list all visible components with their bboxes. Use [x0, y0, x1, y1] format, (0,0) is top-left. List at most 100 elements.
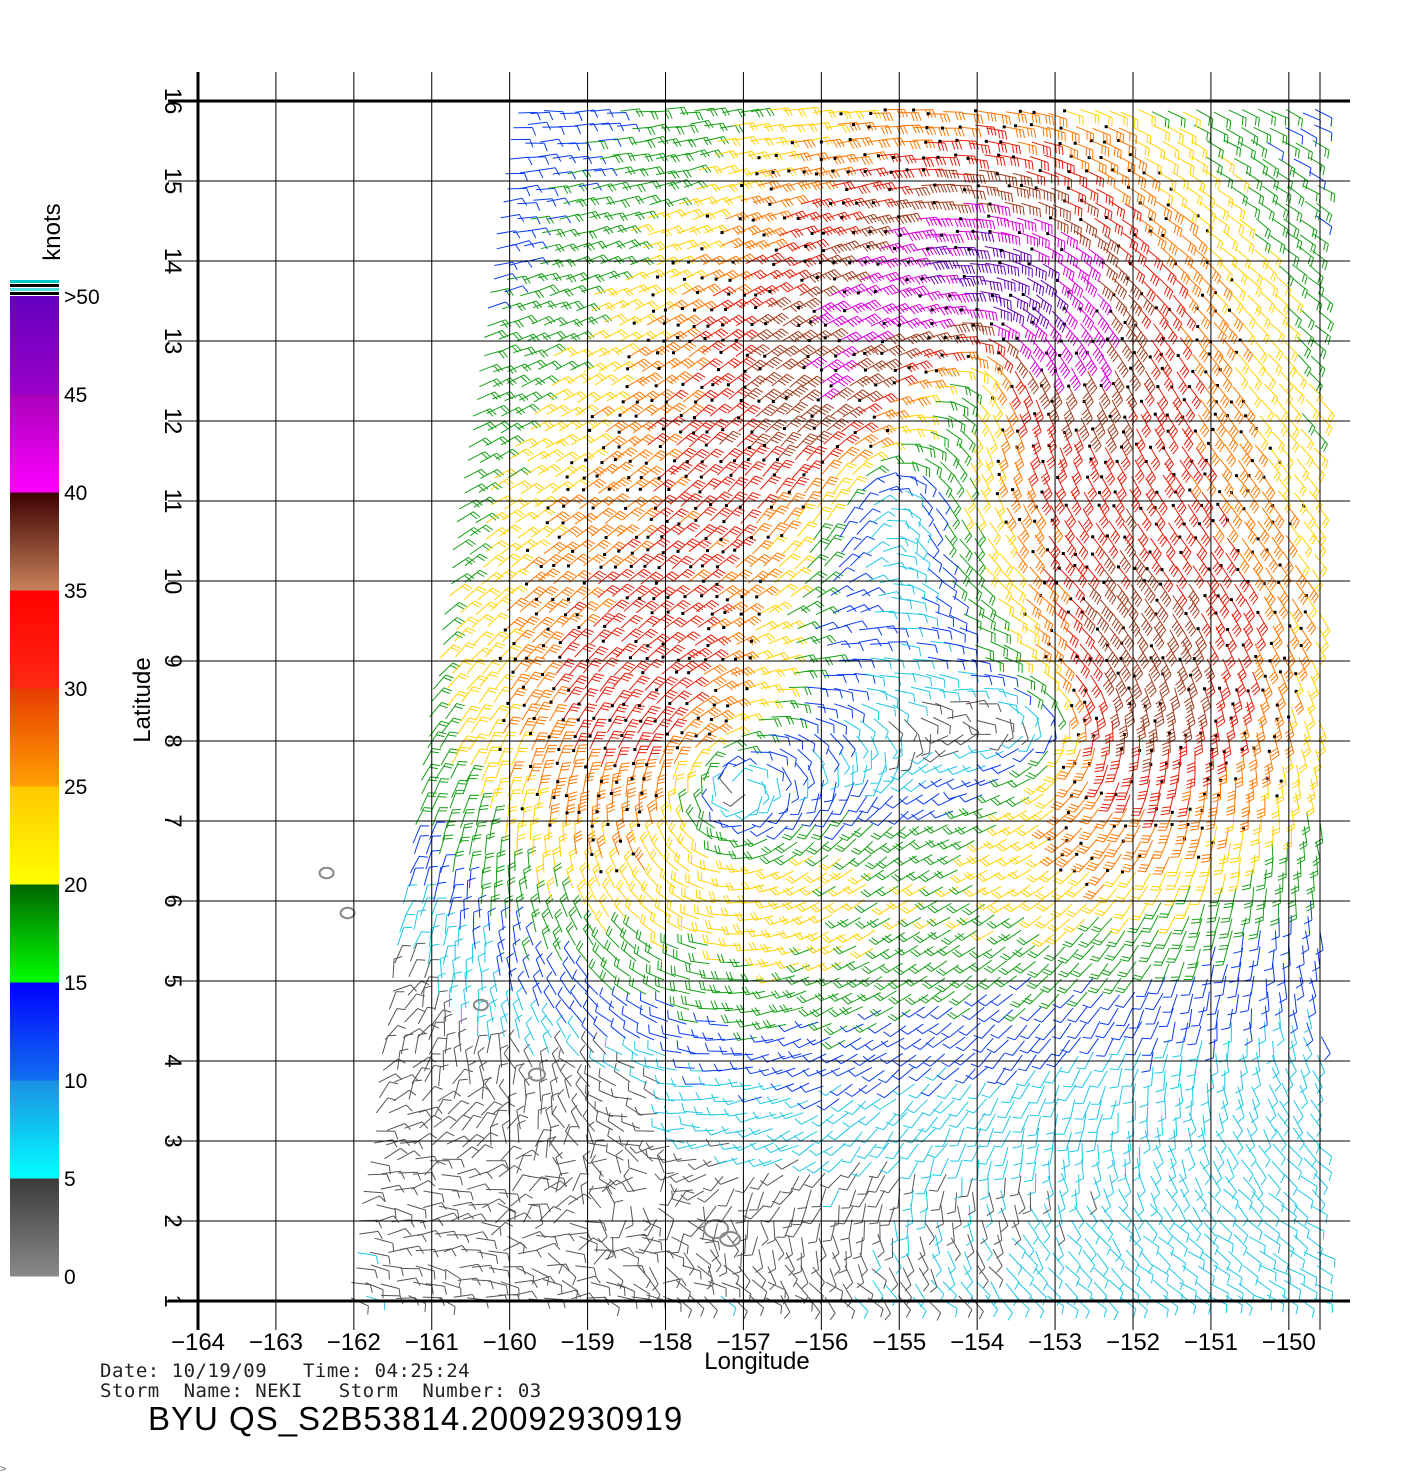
wind-barb	[999, 553, 1014, 577]
wind-barb	[1098, 280, 1114, 302]
wind-barb	[370, 1161, 391, 1175]
wind-barb	[1314, 429, 1328, 452]
rain-flag	[1079, 841, 1083, 845]
wind-barb	[879, 1159, 901, 1174]
wind-barb	[676, 731, 697, 749]
wind-barb	[441, 717, 462, 734]
wind-barb	[535, 1205, 544, 1229]
wind-barb	[922, 1053, 946, 1067]
wind-barb	[1052, 994, 1075, 1009]
wind-barb	[588, 1186, 613, 1195]
wind-barb	[488, 1250, 510, 1262]
wind-barb	[1020, 899, 1044, 912]
rain-flag	[1159, 582, 1163, 586]
wind-barb	[1210, 1053, 1219, 1077]
rain-flag	[1076, 733, 1080, 737]
wind-barb	[556, 451, 580, 463]
wind-barb	[997, 580, 1013, 603]
wind-barb	[784, 415, 807, 429]
wind-barb	[481, 572, 504, 585]
wind-barb	[1239, 717, 1250, 742]
wind-barb	[1220, 1100, 1229, 1125]
rain-flag	[618, 413, 622, 417]
wind-barb	[1223, 1022, 1232, 1046]
wind-barb	[1067, 871, 1090, 887]
wind-barb	[864, 343, 889, 356]
wind-barb	[702, 553, 725, 567]
wind-barb	[1081, 747, 1096, 768]
wind-barb	[487, 301, 512, 309]
wind-barb	[453, 627, 476, 642]
wind-barb	[468, 437, 493, 448]
wind-barb	[592, 496, 616, 509]
rain-flag	[1203, 472, 1207, 476]
wind-barb	[1161, 569, 1174, 593]
wind-barb	[807, 1296, 821, 1320]
wind-barb	[666, 718, 688, 735]
wind-barb	[730, 460, 752, 476]
wind-barb	[936, 944, 960, 957]
wind-barb	[884, 1238, 893, 1261]
wind-barb	[1142, 279, 1156, 303]
wind-barb	[947, 626, 966, 643]
wind-barb	[1110, 1159, 1119, 1184]
rain-flag	[627, 476, 631, 480]
wind-barb	[935, 596, 952, 616]
wind-barb	[467, 1061, 477, 1085]
rain-flag	[816, 398, 820, 402]
wind-barb	[923, 379, 948, 390]
rain-flag	[700, 594, 704, 598]
wind-barb	[1253, 1176, 1264, 1201]
wind-barb	[1079, 1008, 1101, 1024]
wind-barb	[871, 795, 894, 810]
wind-barb	[864, 842, 888, 855]
rain-flag	[694, 400, 698, 404]
rain-flag	[656, 351, 659, 355]
rain-flag	[1188, 385, 1191, 389]
wind-barb	[1275, 1128, 1287, 1152]
wind-barb	[693, 788, 702, 813]
wind-barb	[946, 323, 971, 334]
colorbar-tick-label: 0	[64, 1266, 76, 1289]
wind-barb	[1118, 1188, 1129, 1213]
rain-flag	[1095, 309, 1099, 313]
wind-barb	[1028, 263, 1047, 281]
colorbar-bin	[10, 688, 59, 787]
wind-barb	[778, 792, 791, 815]
wind-barb	[1075, 536, 1089, 560]
wind-barb	[477, 391, 502, 401]
wind-barb	[705, 649, 729, 661]
wind-barb	[1035, 506, 1047, 531]
wind-barb	[1096, 310, 1110, 334]
wind-barb	[473, 1034, 488, 1055]
wind-barb	[1296, 945, 1305, 969]
rain-flag	[1256, 610, 1260, 614]
rain-flag	[1047, 642, 1051, 646]
wind-barb	[830, 1067, 855, 1077]
rain-flag	[661, 655, 665, 659]
wind-barb	[1127, 278, 1142, 301]
wind-barb	[1257, 520, 1270, 544]
wind-barb	[518, 1062, 530, 1086]
wind-barb	[1014, 446, 1025, 471]
rain-flag	[1004, 520, 1008, 524]
wind-barb	[859, 627, 883, 636]
rain-flag	[630, 777, 634, 781]
wind-barb	[945, 333, 969, 344]
wind-barb	[451, 779, 468, 798]
rain-flag	[1207, 352, 1211, 356]
wind-barb	[531, 1275, 556, 1284]
wind-barb	[739, 492, 761, 508]
wind-barb	[1157, 824, 1173, 844]
wind-barb	[524, 586, 547, 600]
rain-flag	[576, 718, 580, 722]
wind-barb	[1152, 947, 1170, 966]
wind-barb	[1056, 762, 1076, 780]
wind-barb	[812, 634, 837, 644]
wind-barb	[1108, 918, 1129, 935]
rain-flag	[727, 292, 731, 296]
wind-barb	[931, 1113, 952, 1130]
wind-barb	[686, 691, 710, 705]
wind-barb	[745, 1066, 769, 1075]
wind-barb	[768, 505, 790, 521]
